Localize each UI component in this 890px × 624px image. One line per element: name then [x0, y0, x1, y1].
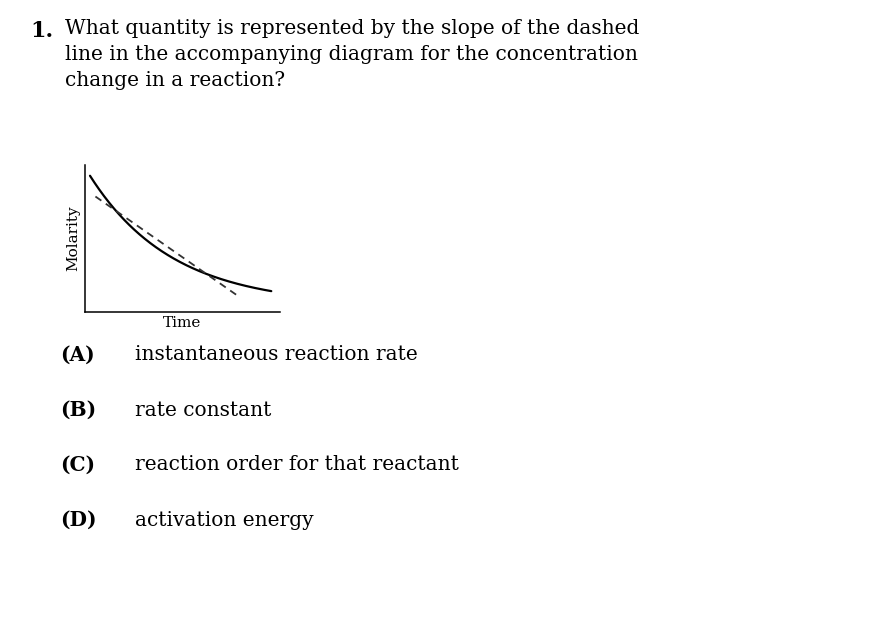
Text: (B): (B) [60, 400, 96, 420]
Text: instantaneous reaction rate: instantaneous reaction rate [135, 346, 417, 364]
Y-axis label: Molarity: Molarity [67, 206, 80, 271]
Text: 1.: 1. [30, 20, 53, 42]
Text: What quantity is represented by the slope of the dashed
line in the accompanying: What quantity is represented by the slop… [65, 19, 639, 89]
Text: reaction order for that reactant: reaction order for that reactant [135, 456, 459, 474]
Text: activation energy: activation energy [135, 510, 313, 530]
Text: (D): (D) [60, 510, 96, 530]
X-axis label: Time: Time [163, 316, 202, 330]
Text: (A): (A) [60, 345, 94, 365]
Text: (C): (C) [60, 455, 95, 475]
Text: rate constant: rate constant [135, 401, 271, 419]
